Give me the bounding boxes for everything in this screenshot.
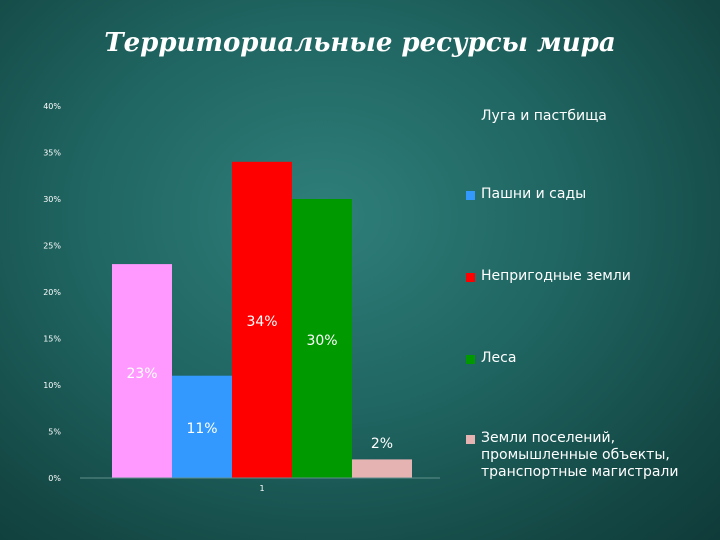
bar <box>232 161 292 479</box>
data-label-group: 23% 11% 34% 30% 2% <box>126 314 393 452</box>
y-tick-label: 0% <box>48 474 61 483</box>
legend-swatch <box>466 113 475 122</box>
y-tick-label: 25% <box>43 242 61 251</box>
legend-label: Леса <box>481 350 517 366</box>
x-tick-label: 1 <box>259 484 264 493</box>
slide-title: Территориальные ресурсы мира <box>104 28 616 58</box>
legend-swatch <box>466 435 475 444</box>
legend-label: Непригодные земли <box>481 268 631 284</box>
y-tick-label: 40% <box>43 102 61 111</box>
legend-swatch <box>466 273 475 282</box>
data-label: 23% <box>126 366 157 382</box>
y-tick-label: 30% <box>43 195 61 204</box>
y-tick-label: 5% <box>48 428 61 437</box>
legend-label: Земли поселений, промышленные объекты, т… <box>481 430 679 480</box>
x-axis-tick-labels: 1 <box>259 484 264 493</box>
data-label: 30% <box>306 333 337 349</box>
bar-group <box>112 161 412 479</box>
y-tick-label: 35% <box>43 149 61 158</box>
y-tick-label: 15% <box>43 335 61 344</box>
legend-swatch <box>466 191 475 200</box>
bar <box>172 375 232 478</box>
y-tick-label: 10% <box>43 381 61 390</box>
bar <box>112 264 172 478</box>
y-tick-label: 20% <box>43 288 61 297</box>
legend-swatch <box>466 355 475 364</box>
data-label: 34% <box>246 314 277 330</box>
bar <box>292 199 352 478</box>
legend-label: Луга и пастбища <box>481 108 607 124</box>
y-axis-tick-labels: 0% 5% 10% 15% 20% 25% 30% 35% 40% <box>43 102 61 483</box>
bar <box>352 459 412 478</box>
data-label: 11% <box>186 421 217 437</box>
legend-label: Пашни и сады <box>481 186 587 202</box>
data-label: 2% <box>371 436 393 452</box>
